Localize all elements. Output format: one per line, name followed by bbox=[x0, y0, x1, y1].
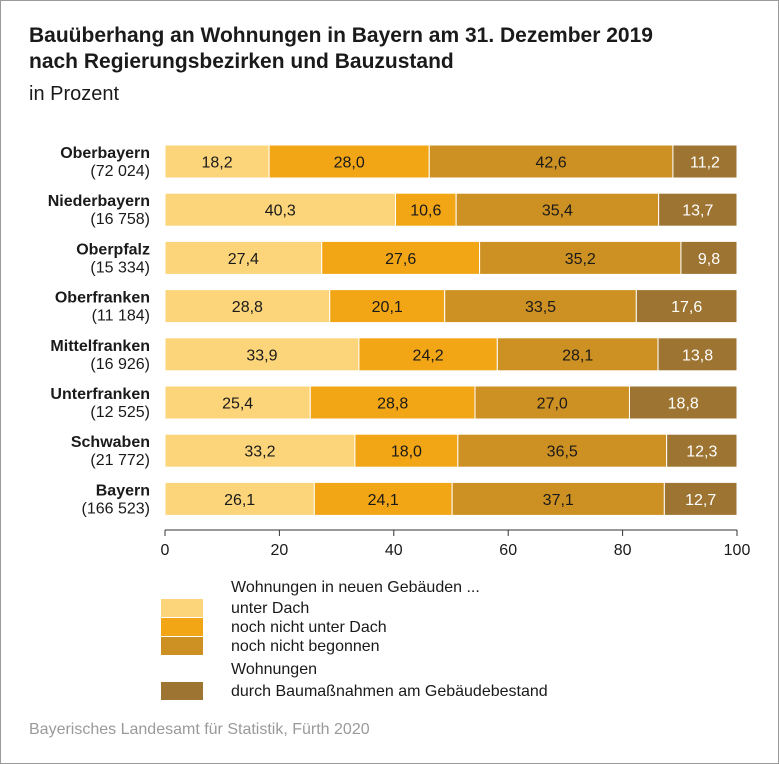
legend-heading-2: Wohnungen bbox=[231, 661, 317, 678]
data-label: 28,1 bbox=[562, 347, 593, 364]
data-label: 27,0 bbox=[537, 396, 568, 413]
bar-segment bbox=[164, 289, 331, 324]
data-label: 36,5 bbox=[547, 444, 578, 461]
bar-segment bbox=[657, 337, 738, 372]
category-label: Oberpfalz bbox=[76, 241, 150, 258]
data-label: 37,1 bbox=[543, 492, 574, 509]
data-label: 24,1 bbox=[368, 492, 399, 509]
data-label: 12,3 bbox=[686, 444, 717, 461]
data-label: 28,8 bbox=[377, 396, 408, 413]
data-label: 33,2 bbox=[244, 444, 275, 461]
bar-segment bbox=[444, 289, 637, 324]
chart-title-line-2: nach Regierungsbezirken und Bauzustand bbox=[29, 50, 454, 73]
category-count: (11 184) bbox=[92, 308, 150, 325]
legend-swatch bbox=[161, 618, 203, 636]
bar-segment bbox=[635, 289, 738, 324]
legend-swatch bbox=[161, 682, 203, 700]
bar-segment bbox=[164, 337, 360, 372]
data-label: 18,2 bbox=[201, 155, 232, 172]
category-label: Bayern bbox=[96, 482, 150, 499]
category-count: (166 523) bbox=[82, 500, 151, 517]
legend-label: unter Dach bbox=[231, 600, 309, 617]
data-label: 12,7 bbox=[685, 492, 716, 509]
bar-segment bbox=[164, 481, 315, 516]
source-note: Bayerisches Landesamt für Statistik, Für… bbox=[29, 721, 370, 738]
data-label: 20,1 bbox=[372, 299, 403, 316]
category-label: Oberfranken bbox=[55, 290, 150, 307]
category-label: Unterfranken bbox=[50, 386, 150, 403]
category-label: Niederbayern bbox=[48, 193, 150, 210]
bar-segment bbox=[309, 385, 476, 420]
bar-segment bbox=[663, 481, 738, 516]
bar-segment bbox=[496, 337, 659, 372]
bar-segment bbox=[666, 433, 738, 468]
bar-segment bbox=[479, 240, 682, 275]
data-label: 27,6 bbox=[385, 251, 416, 268]
legend-swatch bbox=[161, 599, 203, 617]
data-label: 24,2 bbox=[413, 347, 444, 364]
bar-segment bbox=[658, 192, 738, 227]
bar-segment bbox=[268, 144, 430, 179]
legend-swatch bbox=[161, 637, 203, 655]
bar-segment bbox=[428, 144, 674, 179]
data-label: 13,8 bbox=[682, 347, 713, 364]
category-count: (16 758) bbox=[90, 211, 150, 228]
bar-segment bbox=[164, 192, 397, 227]
data-label: 33,5 bbox=[525, 299, 556, 316]
data-label: 26,1 bbox=[224, 492, 255, 509]
data-label: 11,2 bbox=[690, 155, 720, 172]
bar-segment bbox=[628, 385, 738, 420]
bar-segment bbox=[672, 144, 738, 179]
chart-title-line-1: Bauüberhang an Wohnungen in Bayern am 31… bbox=[29, 24, 653, 47]
x-tick-label: 20 bbox=[271, 542, 289, 559]
category-count: (72 024) bbox=[90, 163, 150, 180]
bar-segment bbox=[164, 385, 311, 420]
data-label: 18,0 bbox=[391, 444, 422, 461]
category-label: Mittelfranken bbox=[50, 338, 150, 355]
data-label: 13,7 bbox=[682, 203, 713, 220]
bar-segment bbox=[164, 433, 356, 468]
category-count: (15 334) bbox=[90, 259, 150, 276]
x-tick-label: 60 bbox=[499, 542, 517, 559]
bar-segment bbox=[164, 144, 270, 179]
data-label: 28,8 bbox=[232, 299, 263, 316]
bar-segment bbox=[358, 337, 498, 372]
legend-label: noch nicht unter Dach bbox=[231, 619, 387, 636]
bar-segment bbox=[455, 192, 660, 227]
data-label: 27,4 bbox=[228, 251, 259, 268]
data-label: 10,6 bbox=[410, 203, 441, 220]
data-label: 40,3 bbox=[265, 203, 296, 220]
data-label: 25,4 bbox=[222, 396, 253, 413]
data-label: 33,9 bbox=[246, 347, 277, 364]
category-count: (16 926) bbox=[90, 356, 150, 373]
data-label: 35,4 bbox=[542, 203, 573, 220]
data-label: 28,0 bbox=[334, 155, 365, 172]
legend-heading: Wohnungen in neuen Gebäuden ... bbox=[231, 579, 480, 596]
bar-segment bbox=[457, 433, 668, 468]
data-label: 17,6 bbox=[671, 299, 702, 316]
x-tick-label: 80 bbox=[614, 542, 632, 559]
x-tick-label: 100 bbox=[724, 542, 751, 559]
data-label: 18,8 bbox=[668, 396, 699, 413]
data-label: 9,8 bbox=[698, 251, 720, 268]
bar-segment bbox=[313, 481, 453, 516]
x-tick-label: 0 bbox=[161, 542, 170, 559]
chart-subtitle: in Prozent bbox=[29, 83, 120, 105]
category-count: (21 772) bbox=[90, 452, 150, 469]
data-label: 35,2 bbox=[565, 251, 596, 268]
bar-segment bbox=[354, 433, 459, 468]
x-tick-label: 40 bbox=[385, 542, 403, 559]
category-label: Schwaben bbox=[71, 434, 150, 451]
bar-segment bbox=[164, 240, 323, 275]
legend-label: noch nicht begonnen bbox=[231, 638, 380, 655]
category-label: Oberbayern bbox=[60, 145, 150, 162]
category-count: (12 525) bbox=[90, 404, 150, 421]
bar-segment bbox=[474, 385, 630, 420]
data-label: 42,6 bbox=[536, 155, 567, 172]
legend-label: durch Baumaßnahmen am Gebäudebestand bbox=[231, 683, 548, 700]
bar-segment bbox=[680, 240, 738, 275]
